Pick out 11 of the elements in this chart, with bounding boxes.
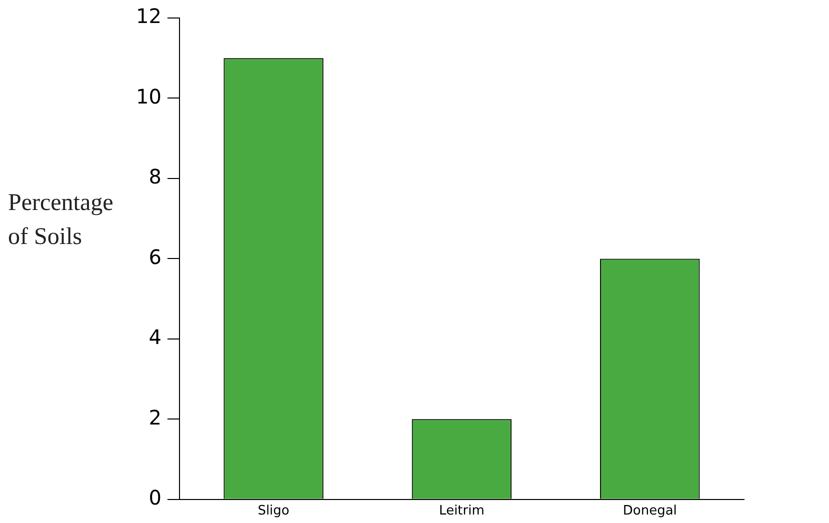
y-axis-title: Percentage of Soils (7, 189, 114, 252)
y-tick-label: 6 (148, 244, 162, 269)
y-tick-label: 0 (148, 486, 162, 510)
y-tick-label: 10 (136, 84, 162, 108)
y-tick-label: 8 (148, 164, 162, 189)
y-tick-label: 2 (148, 405, 162, 430)
y-tick-label: 4 (148, 325, 162, 350)
x-tick-label: Donegal (622, 504, 677, 519)
x-tick-label: Leitrim (439, 504, 484, 519)
x-tick-label: Sligo (258, 504, 290, 519)
y-tick-label: 12 (136, 4, 162, 28)
